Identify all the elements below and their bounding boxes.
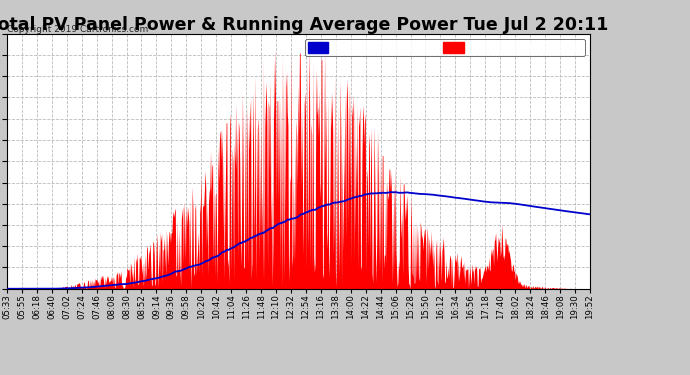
Legend: Average  (DC Watts), PV Panels  (DC Watts): Average (DC Watts), PV Panels (DC Watts) — [304, 39, 584, 56]
Title: Total PV Panel Power & Running Average Power Tue Jul 2 20:11: Total PV Panel Power & Running Average P… — [0, 16, 609, 34]
Text: Copyright 2019 Cartronics.com: Copyright 2019 Cartronics.com — [7, 25, 148, 34]
